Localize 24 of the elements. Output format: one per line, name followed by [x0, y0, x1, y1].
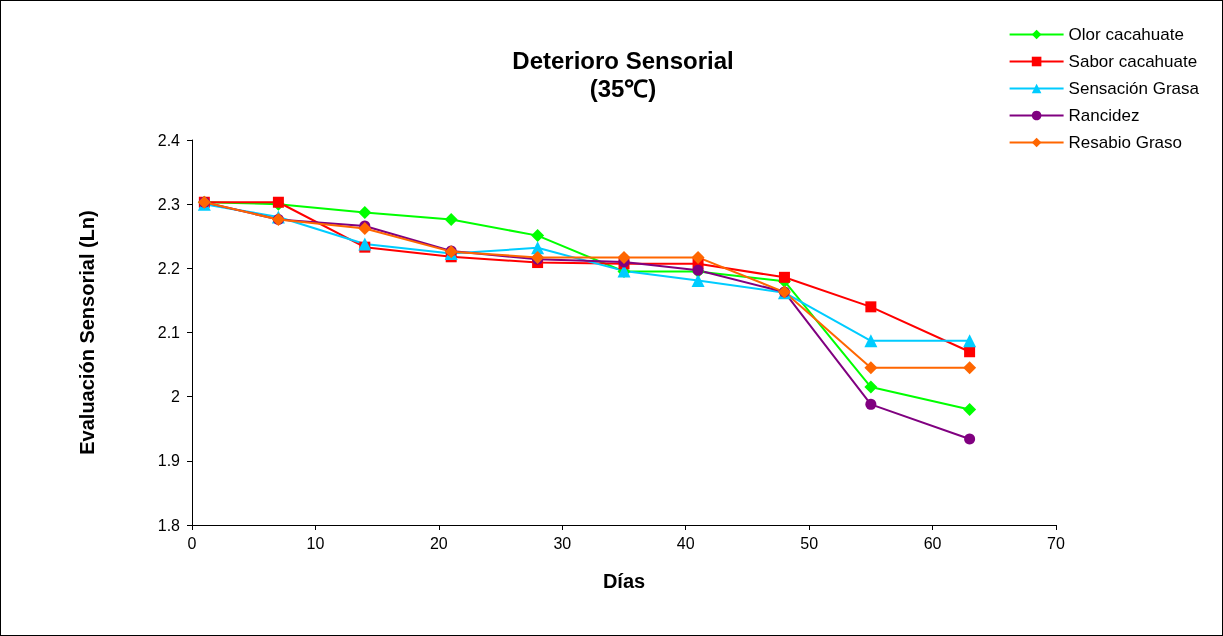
y-tick-label: 1.9: [157, 452, 181, 470]
y-tick-label: 2.4: [157, 131, 181, 149]
y-tick-label: 2: [171, 388, 181, 406]
y-tick-label: 1.8: [157, 516, 181, 534]
legend-label: Olor cacahuate: [1068, 25, 1184, 44]
x-axis-title: Días: [602, 570, 646, 592]
y-tick-label: 2.3: [157, 195, 181, 213]
legend-label: Rancidez: [1068, 106, 1140, 125]
x-tick-label: 30: [553, 534, 572, 552]
legend-label: Sensación Grasa: [1068, 79, 1200, 98]
legend-label: Resabio Graso: [1068, 133, 1182, 152]
x-tick-label: 60: [923, 534, 942, 552]
y-tick-label: 2.2: [157, 259, 181, 277]
y-axis-title: Evaluación Sensorial (Ln): [76, 210, 98, 455]
legend-label: Sabor cacahuate: [1068, 52, 1198, 71]
x-tick-label: 50: [800, 534, 819, 552]
x-tick-label: 20: [429, 534, 448, 552]
chart-subtitle: (35℃): [589, 74, 657, 102]
y-tick-label: 2.1: [157, 324, 181, 341]
x-tick-label: 70: [1047, 534, 1065, 552]
x-tick-label: 0: [187, 534, 197, 552]
x-tick-label: 40: [676, 534, 695, 552]
x-tick-label: 10: [306, 534, 325, 552]
chart-title: Deterioro Sensorial: [512, 46, 734, 74]
